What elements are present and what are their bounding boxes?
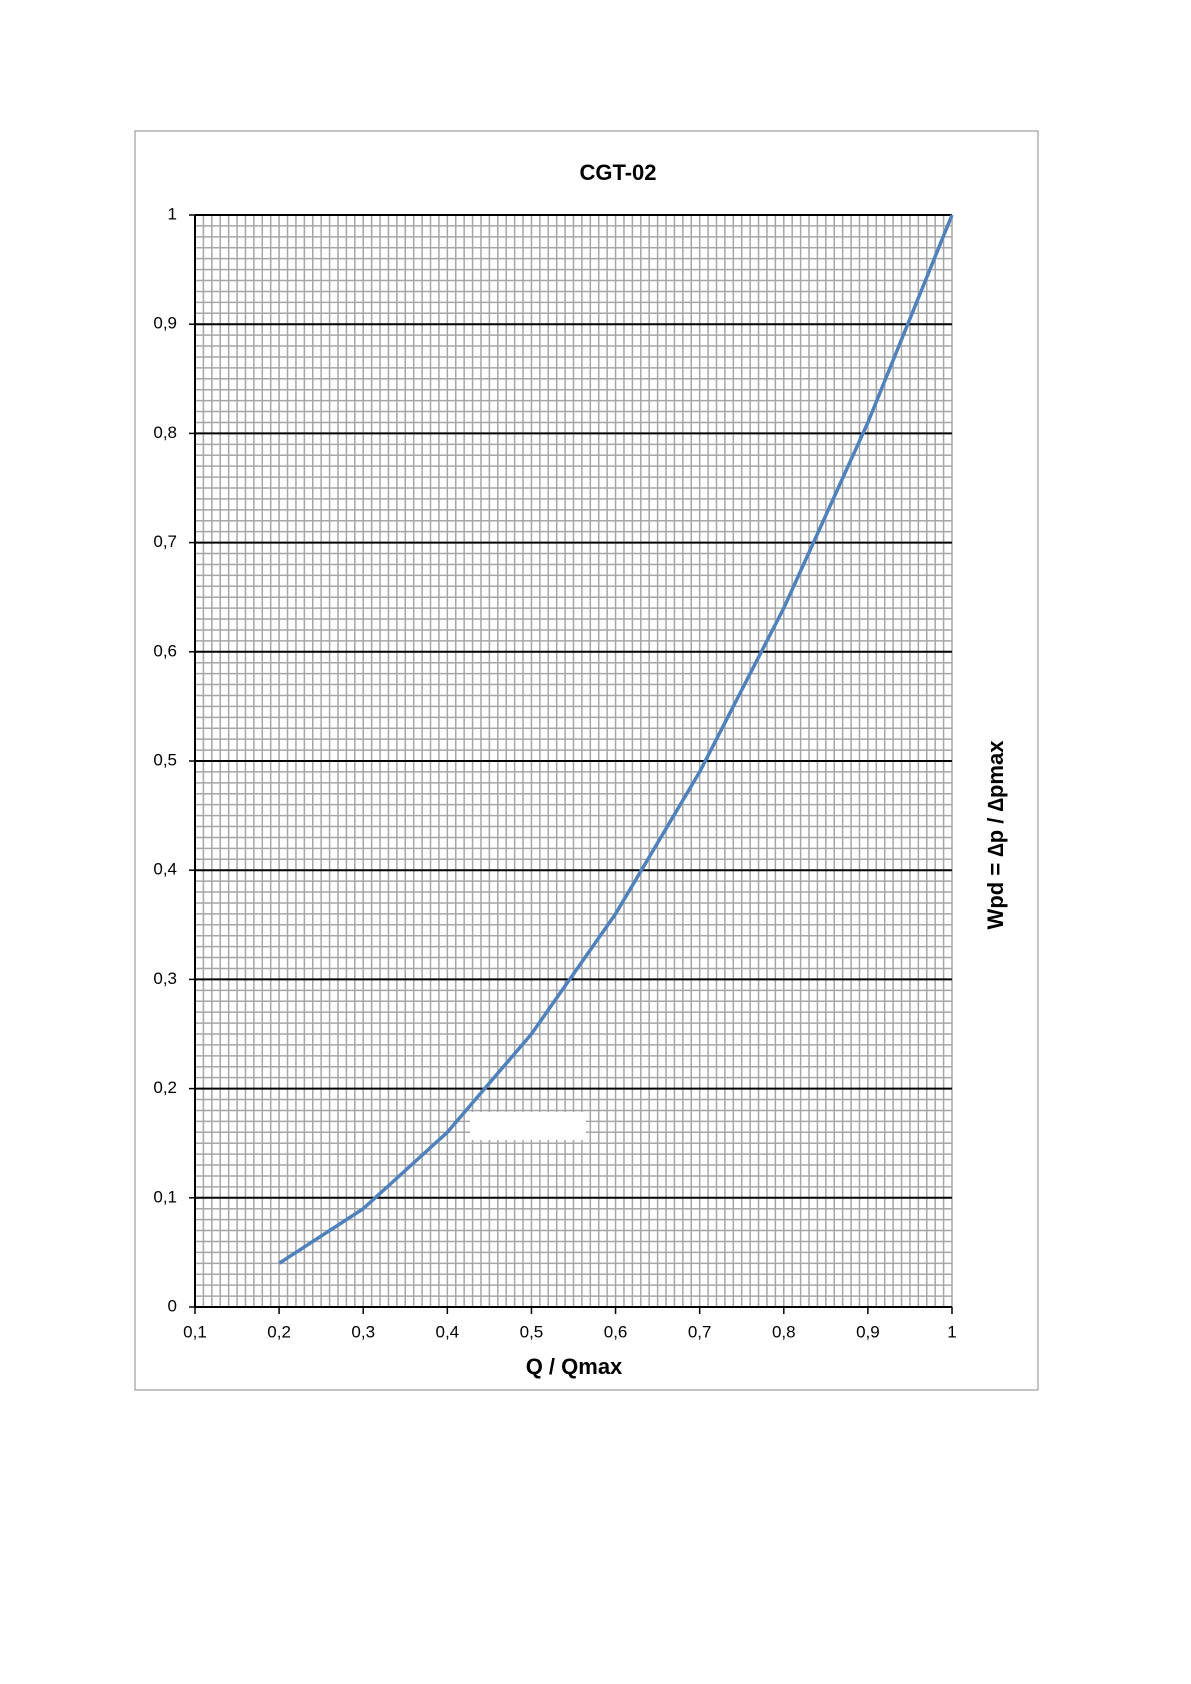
y-tick-label: 0 <box>168 1296 177 1315</box>
data-line <box>278 214 954 1265</box>
y-tick-label: 0,6 <box>153 641 177 660</box>
plot <box>278 214 954 1265</box>
x-tick-label: 0,4 <box>436 1322 460 1341</box>
y-tick-label: 0,8 <box>153 423 177 442</box>
x-tick-label: 0,5 <box>520 1322 544 1341</box>
y-tick-label: 0,3 <box>153 969 177 988</box>
y-tick-label: 0,7 <box>153 532 177 551</box>
grid: 0,1 0,2 0,3 0,4 0,5 0,6 0,7 0,8 0,9 1 0 0,1 0,2 0,3 0,… <box>153 204 956 1341</box>
x-tick-label: 0,7 <box>688 1322 712 1341</box>
x-tick-label: 1 <box>947 1322 956 1341</box>
x-axis-label: Q / Qmax <box>526 1354 623 1379</box>
y-tick-label: 1 <box>168 204 177 223</box>
y-tick-label: 0,2 <box>153 1078 177 1097</box>
y-tick-label: 0,1 <box>153 1187 177 1206</box>
x-tick-label: 0,2 <box>267 1322 291 1341</box>
y-tick-label: 0,9 <box>153 314 177 333</box>
y-tick-label: 0,5 <box>153 750 177 769</box>
x-tick-label: 0,6 <box>604 1322 628 1341</box>
chart-title: CGT-02 <box>579 160 656 185</box>
y-tick-label: 0,4 <box>153 860 177 879</box>
x-tick-label: 0,8 <box>772 1322 796 1341</box>
y-axis-label: Wpd = ∆p / ∆pmax <box>983 740 1008 930</box>
x-tick-label: 0,1 <box>183 1322 207 1341</box>
blank-patch <box>470 1112 586 1140</box>
x-tick-label: 0,9 <box>856 1322 880 1341</box>
x-tick-label: 0,3 <box>351 1322 375 1341</box>
